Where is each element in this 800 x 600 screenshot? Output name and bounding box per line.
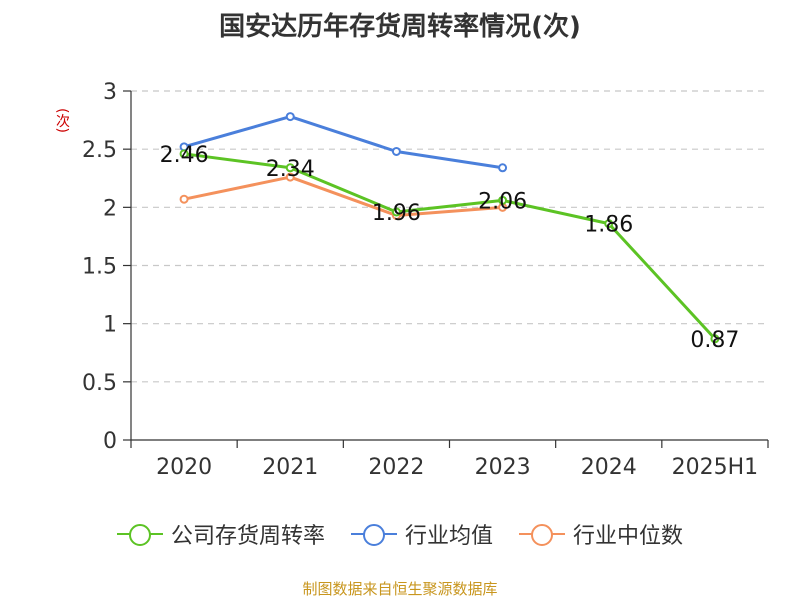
y-tick-label: 1.5 xyxy=(82,255,117,280)
data-point xyxy=(391,207,401,217)
data-point xyxy=(179,194,189,204)
series-line xyxy=(183,152,717,340)
y-axis-label: (次) xyxy=(54,108,70,133)
legend-label-company: 公司存货周转率 xyxy=(170,524,325,549)
series-line xyxy=(183,115,503,170)
legend: 公司存货周转率 行业均值 行业中位数 xyxy=(0,518,800,550)
data-point xyxy=(604,219,614,229)
legend-swatch-industry-mean xyxy=(350,524,397,546)
grid-lines xyxy=(131,90,768,383)
x-tick-label: 2022 xyxy=(368,455,424,480)
y-tick-label: 1 xyxy=(103,313,117,338)
x-tick-label: 2025H1 xyxy=(672,455,759,480)
data-labels: 2.46 2.34 1.96 2.06 1.86 0.87 xyxy=(160,143,740,353)
data-point xyxy=(391,146,401,156)
chart-title: 国安达历年存货周转率情况(次) xyxy=(219,12,581,42)
series-line xyxy=(183,175,503,217)
data-point xyxy=(285,163,295,173)
legend-item-industry-median[interactable]: 行业中位数 xyxy=(519,518,683,550)
y-tick-label: 0.5 xyxy=(82,371,117,396)
legend-swatch-company xyxy=(116,524,163,546)
x-tick-label: 2020 xyxy=(156,455,212,480)
y-tick-label: 3 xyxy=(103,80,117,105)
data-label: 1.86 xyxy=(584,213,633,238)
axes: 0 0.5 1 1.5 2 2.5 3 2020 2021 2022 2023 2024 2025H1 xyxy=(82,80,769,480)
x-tick-label: 2024 xyxy=(581,455,637,480)
x-tick-label: 2023 xyxy=(475,455,531,480)
data-point xyxy=(285,112,295,122)
y-tick-label: 2 xyxy=(103,196,117,221)
legend-swatch-industry-median xyxy=(519,524,565,546)
legend-label-industry-median: 行业中位数 xyxy=(573,524,684,549)
legend-label-industry-mean: 行业均值 xyxy=(404,524,493,549)
data-label: 1.96 xyxy=(372,201,421,226)
data-point xyxy=(179,149,189,159)
data-label: 2.06 xyxy=(478,189,527,214)
data-label: 2.46 xyxy=(160,143,209,168)
legend-item-company[interactable]: 公司存货周转率 xyxy=(116,518,325,550)
data-label: 0.87 xyxy=(690,328,739,353)
data-point xyxy=(498,195,508,205)
y-tick-label: 0 xyxy=(103,429,117,454)
legend-item-industry-mean[interactable]: 行业均值 xyxy=(350,518,493,550)
data-label: 2.34 xyxy=(266,157,315,182)
series-lines xyxy=(179,112,720,344)
data-point xyxy=(498,163,508,173)
source-note: 制图数据来自恒生聚源数据库 xyxy=(302,580,498,598)
data-point xyxy=(710,334,720,344)
x-tick-label: 2021 xyxy=(262,455,318,480)
y-tick-label: 2.5 xyxy=(82,138,117,163)
data-point xyxy=(285,172,295,182)
